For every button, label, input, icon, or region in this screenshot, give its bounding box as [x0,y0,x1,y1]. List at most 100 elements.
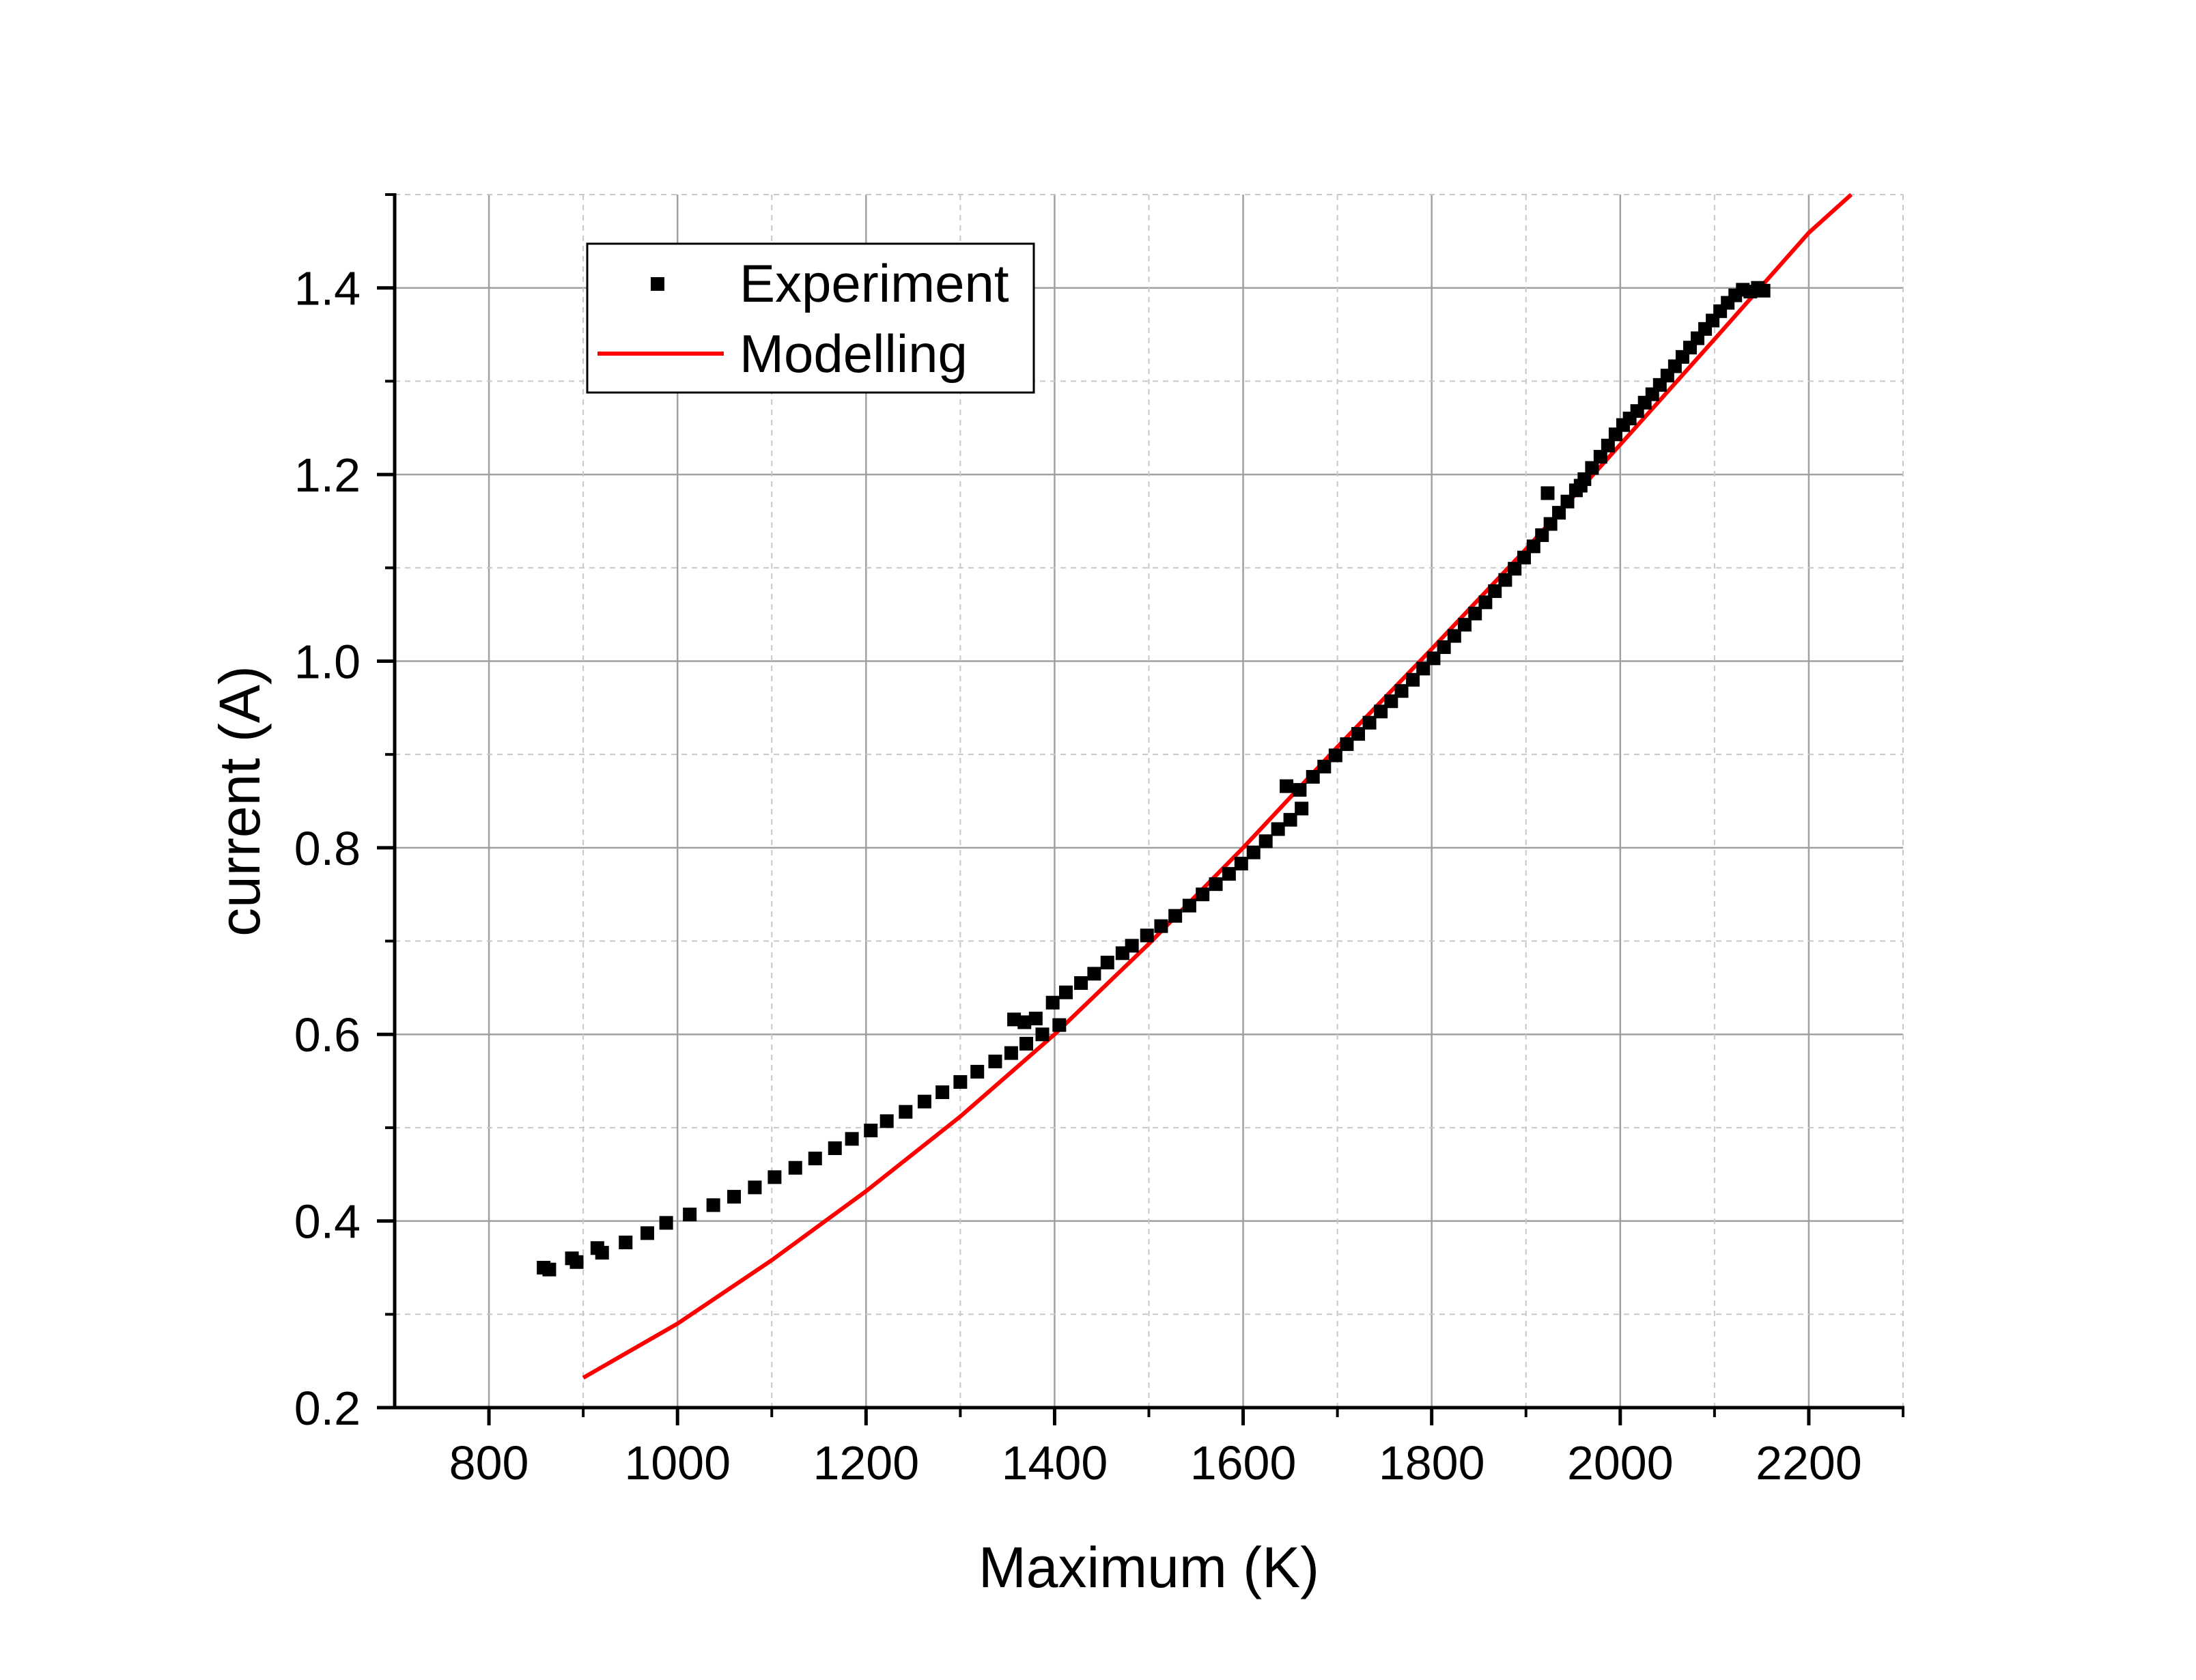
experiment-point [1293,783,1307,797]
experiment-point [1340,737,1354,752]
experiment-point [1362,715,1377,730]
experiment-point [1004,1046,1018,1060]
experiment-point [1074,976,1088,991]
experiment-point [1140,928,1154,943]
experiment-point [1394,684,1409,698]
x-tick-label: 2200 [1756,1436,1862,1490]
experiment-point [569,1255,584,1269]
experiment-point [899,1105,913,1119]
experiment-point [1154,919,1168,933]
experiment-point [917,1094,931,1109]
experiment-point [1196,887,1210,902]
y-tick-label: 0.4 [294,1195,361,1249]
axes: 800 1000 1200 1400 1600 1800 2000 2200 0.2 0.4 0.6… [294,193,1904,1490]
experiment-point [1552,506,1566,520]
experiment-point [1007,1012,1022,1027]
experiment-point [879,1114,894,1128]
experiment-point [1540,486,1555,500]
experiment-point [1222,867,1236,881]
legend-experiment-label: Experiment [740,253,1009,313]
experiment-point [1035,1027,1050,1042]
experiment-point [1052,1018,1067,1032]
experiment-point [1019,1036,1034,1051]
x-tick-label: 1400 [1002,1436,1108,1490]
y-tick-label: 0.8 [294,822,361,875]
y-tick-label: 0.6 [294,1008,361,1062]
experiment-point [1283,812,1297,827]
experiment-point [1498,573,1512,587]
experiment-point [768,1170,782,1184]
experiment-point [659,1216,673,1230]
y-tick-label: 1.4 [294,262,361,315]
experiment-point [1100,955,1114,969]
experiment-point [1447,629,1461,643]
experiment-point [845,1132,859,1146]
experiment-point [1756,283,1771,298]
x-tick-label: 1800 [1379,1436,1485,1490]
x-axis-title: Maximum (K) [979,1535,1319,1599]
experiment-point [1508,562,1522,576]
experiment-point [1384,694,1398,709]
experiment-point [1168,909,1183,923]
experiment-point [788,1161,802,1175]
experiment-point [1280,779,1294,793]
experiment-point [1593,450,1607,464]
experiment-point [970,1064,985,1079]
experiment-point [1306,769,1320,784]
experiment-point [1601,438,1615,453]
experiment-point [1526,539,1540,554]
experiment-point [935,1085,950,1099]
experiment-point [1406,672,1420,687]
y-tick-label: 0.2 [294,1382,361,1435]
experiment-point [1437,640,1451,654]
experiment-point [864,1124,878,1138]
grid-lines [395,194,1904,1408]
experiment-point [988,1054,1002,1068]
experiment-point [640,1226,655,1240]
experiment-point [1488,584,1502,598]
experiment-point [1209,877,1223,892]
x-tick-label: 1600 [1190,1436,1297,1490]
x-tick-label: 1000 [624,1436,731,1490]
experiment-point [1468,606,1482,621]
experiment-point [1125,939,1139,953]
modelling-series [582,193,1853,1380]
experiment-point [1295,801,1309,816]
experiment-point [1182,898,1196,913]
x-tick-label: 2000 [1567,1436,1674,1490]
y-tick-label: 1.2 [294,449,361,502]
experiment-point [1517,550,1531,565]
experiment-point [595,1246,609,1260]
experiment-point [1328,748,1342,763]
legend-experiment-marker [651,277,664,291]
experiment-point [1458,618,1472,632]
experiment-point [1535,528,1549,542]
experiment-point [748,1180,762,1195]
experiment-point [1271,822,1285,836]
experiment-point [1059,985,1073,999]
modelling-line [582,193,1853,1380]
experiment-point [1246,845,1261,859]
experiment-point [828,1141,842,1155]
experiment-point [1317,759,1332,773]
experiment-point [1426,651,1441,666]
x-tick-label: 1200 [813,1436,919,1490]
y-axis-title: current (A) [208,666,272,937]
experiment-point [706,1198,720,1212]
legend-modelling-label: Modelling [740,324,968,384]
legend-box [586,242,1035,394]
experiment-point [1045,995,1060,1010]
experiment-point [1374,704,1388,719]
experiment-point [619,1236,633,1250]
experiment-point [542,1262,557,1277]
experiment-point [1585,461,1599,475]
experiment-point [1017,1015,1032,1029]
experiment-point [1028,1011,1043,1025]
experiment-point [953,1074,968,1089]
experiment-point [727,1190,742,1204]
experiment-point [1543,517,1558,531]
experiment-point [1478,595,1493,610]
experiment-series [537,281,1771,1277]
experiment-point [683,1208,697,1222]
